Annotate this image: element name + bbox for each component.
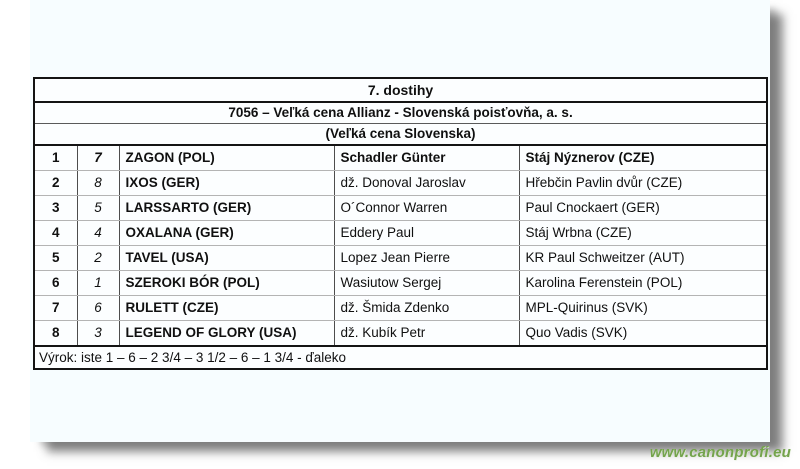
start-number: 1 bbox=[76, 270, 119, 297]
result-row-6: 6 1 SZEROKI BÓR (POL) Wasiutow Sergej Ka… bbox=[34, 270, 768, 297]
owner-name: Paul Cnockaert (GER) bbox=[518, 195, 768, 222]
owner-name: Quo Vadis (SVK) bbox=[518, 320, 768, 348]
race-name: 7056 – Veľká cena Allianz - Slovenská po… bbox=[34, 102, 768, 125]
owner-name: KR Paul Schweitzer (AUT) bbox=[518, 245, 768, 272]
owner-name: Karolina Ferenstein (POL) bbox=[518, 270, 768, 297]
start-number: 6 bbox=[76, 295, 119, 322]
owner-name: Stáj Nýznerov (CZE) bbox=[518, 145, 768, 172]
start-number: 5 bbox=[76, 195, 119, 222]
start-number: 8 bbox=[76, 170, 119, 197]
horse-name: LEGEND OF GLORY (USA) bbox=[118, 320, 334, 348]
result-row-3: 3 5 LARSSARTO (GER) O´Connor Warren Paul… bbox=[34, 195, 768, 222]
start-number: 3 bbox=[76, 320, 119, 348]
finish-position: 2 bbox=[34, 170, 77, 197]
start-number: 2 bbox=[76, 245, 119, 272]
horse-name: IXOS (GER) bbox=[118, 170, 334, 197]
jockey-name: O´Connor Warren bbox=[333, 195, 519, 222]
horse-name: LARSSARTO (GER) bbox=[118, 195, 334, 222]
jockey-name: Eddery Paul bbox=[333, 220, 519, 247]
jockey-name: Wasiutow Sergej bbox=[333, 270, 519, 297]
result-row-8: 8 3 LEGEND OF GLORY (USA) dž. Kubík Petr… bbox=[34, 320, 768, 348]
horse-name: ZAGON (POL) bbox=[118, 145, 334, 172]
result-row-4: 4 4 OXALANA (GER) Eddery Paul Stáj Wrbna… bbox=[34, 220, 768, 247]
start-number: 7 bbox=[76, 145, 119, 172]
finish-position: 7 bbox=[34, 295, 77, 322]
verdict-row: Výrok: iste 1 – 6 – 2 3/4 – 3 1/2 – 6 – … bbox=[34, 346, 767, 369]
race-result-table: 7. dostihy 7056 – Veľká cena Allianz - S… bbox=[33, 77, 769, 371]
finish-position: 4 bbox=[34, 220, 77, 247]
horse-name: SZEROKI BÓR (POL) bbox=[118, 270, 334, 297]
horse-name: OXALANA (GER) bbox=[118, 220, 334, 247]
jockey-name: Schadler Günter bbox=[333, 145, 519, 172]
finish-position: 1 bbox=[34, 145, 77, 172]
finish-position: 6 bbox=[34, 270, 77, 297]
finish-position: 5 bbox=[34, 245, 77, 272]
race-alt-name-row: (Veľká cena Slovenska) bbox=[34, 123, 768, 147]
race-name-row: 7056 – Veľká cena Allianz - Slovenská po… bbox=[34, 102, 768, 125]
owner-name: Stáj Wrbna (CZE) bbox=[518, 220, 768, 247]
horse-name: RULETT (CZE) bbox=[118, 295, 334, 322]
owner-name: Hřebčin Pavlin dvůr (CZE) bbox=[518, 170, 768, 197]
jockey-name: dž. Šmida Zdenko bbox=[333, 295, 519, 322]
result-row-5: 5 2 TAVEL (USA) Lopez Jean Pierre KR Pau… bbox=[34, 245, 768, 272]
race-number-title: 7. dostihy bbox=[34, 78, 768, 103]
document-page: 7. dostihy 7056 – Veľká cena Allianz - S… bbox=[30, 0, 770, 442]
race-alt-name: (Veľká cena Slovenska) bbox=[34, 123, 768, 147]
watermark-link[interactable]: www.canonprofi.eu bbox=[649, 444, 791, 461]
result-row-7: 7 6 RULETT (CZE) dž. Šmida Zdenko MPL-Qu… bbox=[34, 295, 768, 322]
start-number: 4 bbox=[76, 220, 119, 247]
jockey-name: dž. Kubík Petr bbox=[333, 320, 519, 348]
owner-name: MPL-Quirinus (SVK) bbox=[518, 295, 768, 322]
jockey-name: dž. Donoval Jaroslav bbox=[333, 170, 519, 197]
jockey-name: Lopez Jean Pierre bbox=[333, 245, 519, 272]
horse-name: TAVEL (USA) bbox=[118, 245, 334, 272]
result-row-1: 1 7 ZAGON (POL) Schadler Günter Stáj Nýz… bbox=[34, 145, 768, 172]
finish-position: 3 bbox=[34, 195, 77, 222]
result-row-2: 2 8 IXOS (GER) dž. Donoval Jaroslav Hřeb… bbox=[34, 170, 768, 197]
race-title-row: 7. dostihy bbox=[34, 78, 768, 103]
verdict-text: Výrok: iste 1 – 6 – 2 3/4 – 3 1/2 – 6 – … bbox=[39, 349, 346, 365]
finish-position: 8 bbox=[34, 320, 77, 348]
